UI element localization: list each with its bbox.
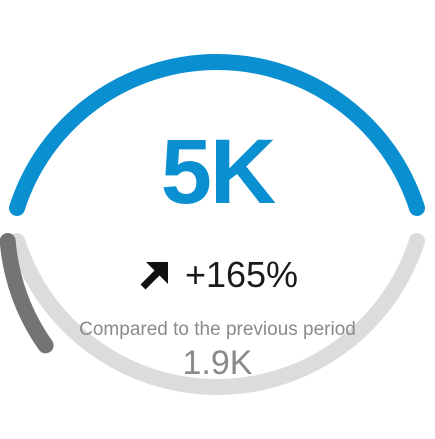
change-percentage: +165%: [184, 254, 299, 295]
arrow-up-right-icon: [140, 262, 168, 290]
comparison-label: Compared to the previous period: [79, 319, 356, 340]
gauge-previous-arc: [0, 233, 54, 354]
previous-period-value: 1.9K: [182, 344, 253, 382]
gauge-track-arc: [9, 233, 425, 395]
kpi-main-value: 5K: [160, 121, 277, 223]
gauge-current-arc: [9, 54, 425, 216]
change-row: +165%: [0, 257, 435, 293]
